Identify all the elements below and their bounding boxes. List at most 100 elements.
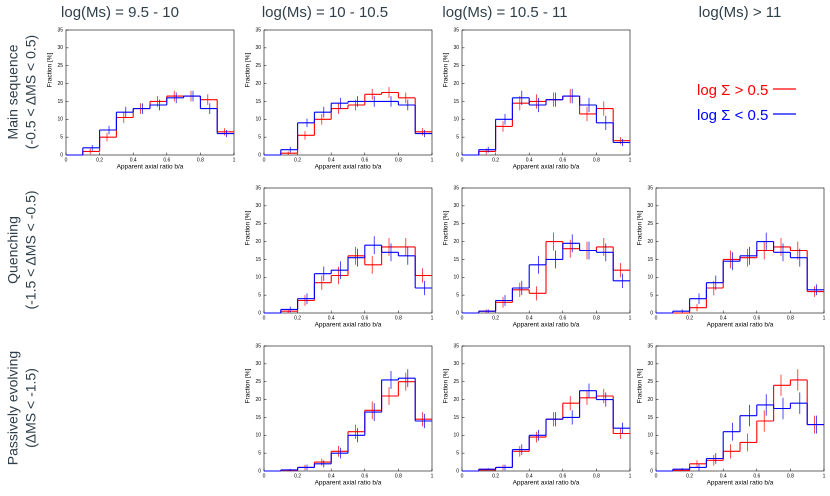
y-tick-label: 30 <box>453 361 459 367</box>
x-axis-label: Apparent axial ratio b/a <box>707 480 774 487</box>
y-tick-label: 35 <box>647 185 653 191</box>
x-tick-label: 0.4 <box>328 473 335 479</box>
x-tick-label: 0.4 <box>328 157 335 163</box>
x-tick-label: 0.6 <box>559 157 566 163</box>
x-tick-label: 0.6 <box>753 315 760 321</box>
plot-frame <box>461 187 631 314</box>
x-tick-label: 1 <box>823 473 826 479</box>
y-tick-label: 15 <box>647 415 653 421</box>
y-axis-label: Fraction [%] <box>443 210 450 245</box>
y-tick-label: 10 <box>255 117 261 123</box>
x-tick-label: 0.8 <box>395 315 402 321</box>
y-tick-label: 30 <box>453 203 459 209</box>
x-axis-label: Apparent axial ratio b/a <box>513 322 580 329</box>
y-tick-label: 30 <box>255 361 261 367</box>
y-tick-label: 20 <box>647 239 653 245</box>
x-tick-label: 1 <box>431 315 434 321</box>
y-tick-label: 25 <box>453 63 459 69</box>
x-tick-label: 0.4 <box>130 157 137 163</box>
x-axis-label: Apparent axial ratio b/a <box>513 164 580 171</box>
y-tick-label: 35 <box>255 27 261 33</box>
plot-frame <box>461 29 631 156</box>
x-tick-label: 0.6 <box>361 157 368 163</box>
y-tick-label: 30 <box>647 361 653 367</box>
y-tick-label: 10 <box>453 117 459 123</box>
y-axis-label: Fraction [%] <box>637 368 644 403</box>
y-tick-label: 30 <box>57 45 63 51</box>
x-tick-label: 0 <box>263 157 266 163</box>
x-tick-label: 1 <box>233 157 236 163</box>
x-tick-label: 0 <box>263 473 266 479</box>
x-tick-label: 0.2 <box>686 473 693 479</box>
column-header: log(Ms) = 10.5 - 11 <box>442 4 567 21</box>
x-axis-label: Apparent axial ratio b/a <box>315 322 382 329</box>
y-tick-label: 0 <box>650 310 653 316</box>
y-tick-label: 35 <box>453 27 459 33</box>
y-tick-label: 5 <box>650 450 653 456</box>
y-tick-label: 30 <box>647 203 653 209</box>
x-tick-label: 0.2 <box>294 157 301 163</box>
x-tick-label: 0.6 <box>361 473 368 479</box>
y-tick-label: 15 <box>453 415 459 421</box>
x-tick-label: 1 <box>431 157 434 163</box>
row-label: Main sequence <box>5 44 21 139</box>
y-tick-label: 10 <box>647 433 653 439</box>
y-tick-label: 10 <box>453 433 459 439</box>
column-header: log(Ms) = 9.5 - 10 <box>61 4 179 21</box>
y-tick-label: 5 <box>60 134 63 140</box>
y-axis-label: Fraction [%] <box>245 368 252 403</box>
x-tick-label: 0 <box>263 315 266 321</box>
y-tick-label: 25 <box>453 221 459 227</box>
plot-frame <box>263 29 433 156</box>
y-tick-label: 35 <box>255 185 261 191</box>
x-tick-label: 0 <box>461 473 464 479</box>
x-tick-label: 0 <box>655 315 658 321</box>
legend-label: log Σ < 0.5 <box>697 107 768 124</box>
x-tick-label: 0.2 <box>492 473 499 479</box>
y-tick-label: 30 <box>255 203 261 209</box>
x-tick-label: 0.4 <box>526 315 533 321</box>
x-tick-label: 0.2 <box>492 157 499 163</box>
y-axis-label: Fraction [%] <box>245 210 252 245</box>
y-tick-label: 10 <box>453 275 459 281</box>
x-tick-label: 0.6 <box>753 473 760 479</box>
y-tick-label: 25 <box>647 379 653 385</box>
y-tick-label: 10 <box>57 117 63 123</box>
y-axis-label: Fraction [%] <box>443 52 450 87</box>
x-tick-label: 0.6 <box>163 157 170 163</box>
x-tick-label: 0.8 <box>395 473 402 479</box>
y-tick-label: 5 <box>258 292 261 298</box>
y-tick-label: 15 <box>453 99 459 105</box>
y-tick-label: 5 <box>650 292 653 298</box>
y-tick-label: 15 <box>57 99 63 105</box>
row-label: Quenching <box>5 216 21 284</box>
x-tick-label: 0.8 <box>395 157 402 163</box>
x-tick-label: 0.8 <box>593 315 600 321</box>
y-tick-label: 0 <box>258 468 261 474</box>
y-tick-label: 35 <box>255 343 261 349</box>
y-tick-label: 20 <box>255 397 261 403</box>
x-tick-label: 0.6 <box>559 315 566 321</box>
plot-frame <box>655 345 825 472</box>
y-axis-label: Fraction [%] <box>443 368 450 403</box>
x-tick-label: 0.2 <box>96 157 103 163</box>
y-tick-label: 35 <box>453 185 459 191</box>
y-tick-label: 20 <box>453 81 459 87</box>
x-tick-label: 0 <box>655 473 658 479</box>
x-tick-label: 0.2 <box>492 315 499 321</box>
x-axis-label: Apparent axial ratio b/a <box>117 164 184 171</box>
y-tick-label: 10 <box>255 275 261 281</box>
x-tick-label: 0.4 <box>720 473 727 479</box>
x-tick-label: 0.2 <box>686 315 693 321</box>
x-tick-label: 0.8 <box>197 157 204 163</box>
plot-frame <box>461 345 631 472</box>
y-axis-label: Fraction [%] <box>245 52 252 87</box>
y-tick-label: 20 <box>57 81 63 87</box>
row-label: (-0.5 < ΔMS < 0.5) <box>23 35 39 149</box>
x-tick-label: 0.8 <box>593 473 600 479</box>
x-tick-label: 0 <box>461 157 464 163</box>
row-label: Passively evolving <box>5 351 21 465</box>
y-tick-label: 20 <box>255 81 261 87</box>
x-tick-label: 0.2 <box>294 315 301 321</box>
